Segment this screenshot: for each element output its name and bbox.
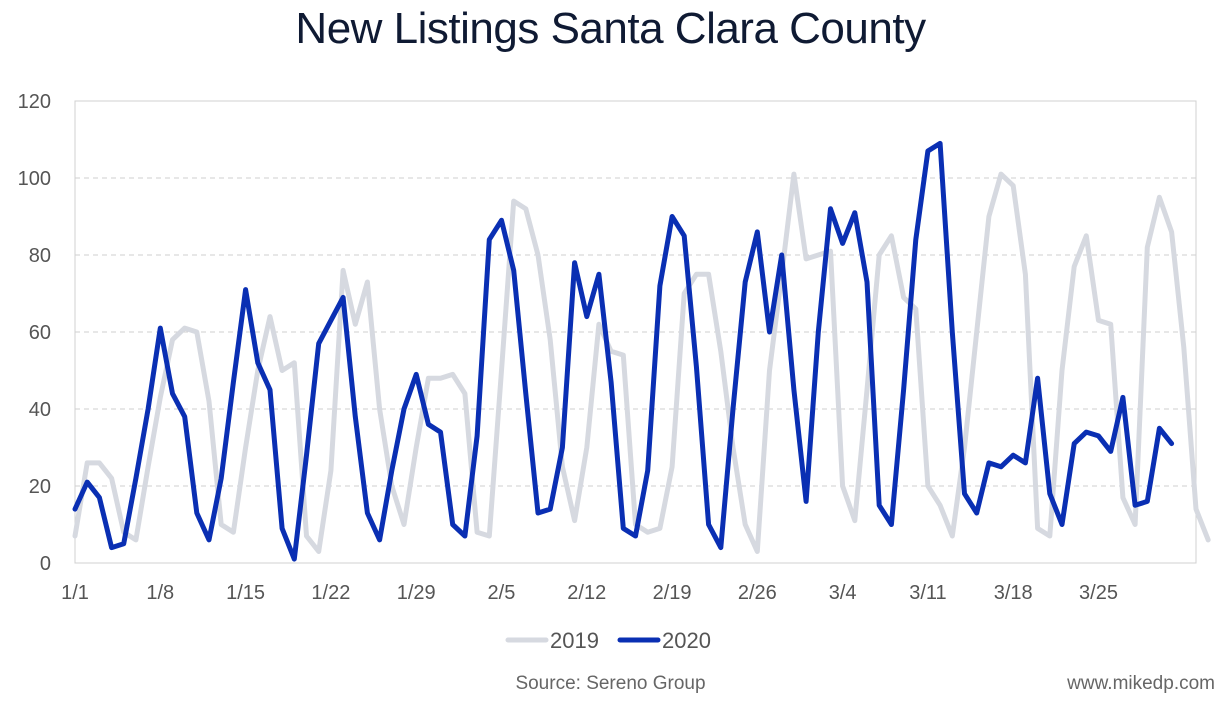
x-tick-label: 3/4 <box>829 582 857 604</box>
y-tick-label: 0 <box>40 553 51 575</box>
y-tick-label: 100 <box>18 168 51 190</box>
chart-title: New Listings Santa Clara County <box>295 4 926 53</box>
y-tick-label: 60 <box>29 322 51 344</box>
legend-label-2020: 2020 <box>662 628 711 653</box>
x-tick-label: 1/8 <box>146 582 174 604</box>
series-line-2019 <box>72 171 1211 554</box>
x-tick-label: 3/18 <box>994 582 1033 604</box>
x-tick-label: 2/26 <box>738 582 777 604</box>
series-lines <box>72 140 1211 562</box>
x-axis-ticks: 1/1 1/8 1/15 1/22 1/29 2/5 2/12 2/19 2/26 3/4 3/11… <box>61 582 1118 604</box>
x-tick-label: 2/19 <box>653 582 692 604</box>
series-line-2020 <box>72 140 1175 562</box>
source-note: Source: Sereno Group <box>515 673 706 694</box>
x-tick-label: 3/25 <box>1079 582 1118 604</box>
y-tick-label: 120 <box>18 91 51 113</box>
y-axis-ticks: 0 20 40 60 80 100 120 <box>18 91 51 575</box>
x-tick-label: 1/29 <box>397 582 436 604</box>
plot-area-border <box>74 100 1197 564</box>
x-tick-label: 3/11 <box>909 582 946 604</box>
x-tick-label: 2/12 <box>567 582 606 604</box>
watermark: www.mikedp.com <box>1067 673 1215 694</box>
y-tick-label: 40 <box>29 399 51 421</box>
y-tick-label: 20 <box>29 476 51 498</box>
y-tick-label: 80 <box>29 245 51 267</box>
legend: 2019 2020 <box>505 628 711 653</box>
x-tick-label: 1/1 <box>61 582 89 604</box>
x-tick-label: 2/5 <box>488 582 516 604</box>
legend-label-2019: 2019 <box>550 628 599 653</box>
x-tick-label: 1/15 <box>226 582 265 604</box>
x-tick-label: 1/22 <box>311 582 350 604</box>
